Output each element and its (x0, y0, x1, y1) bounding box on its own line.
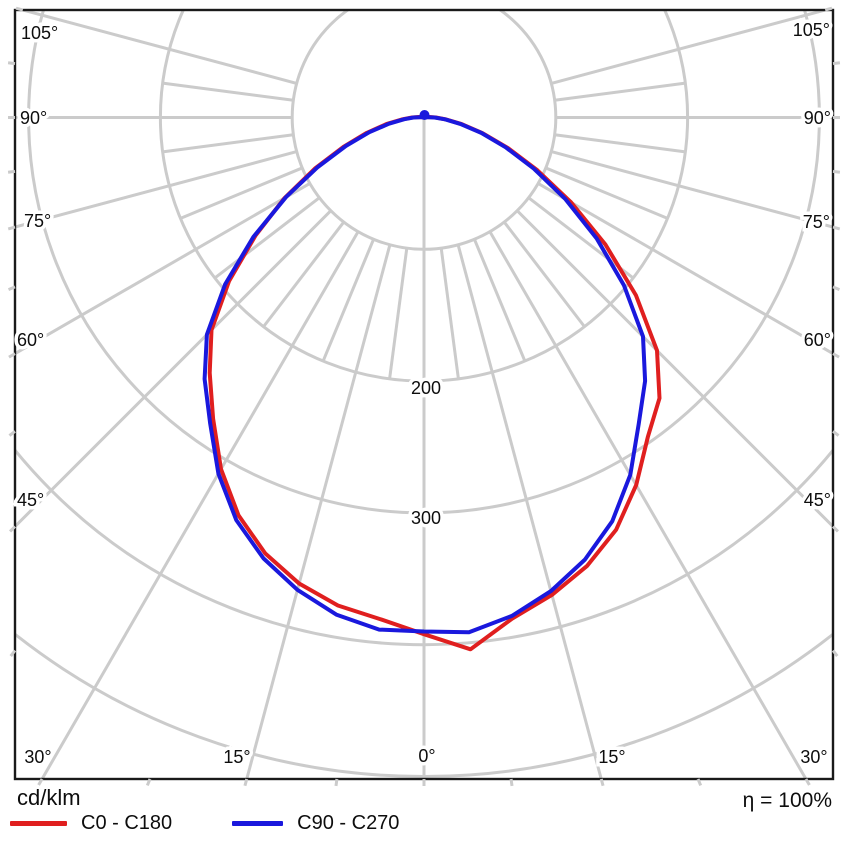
unit-label: cd/klm (17, 785, 81, 810)
ring-value-label: 300 (411, 508, 441, 528)
grid-spoke-minor (262, 221, 345, 328)
frame-tick (832, 285, 841, 291)
angle-label-bottom: 15° (598, 747, 625, 767)
frame-tick (804, 778, 811, 786)
grid-spoke-minor (162, 81, 294, 102)
frame-tick (509, 778, 514, 787)
grid-spoke-minor (545, 166, 669, 220)
grid-spoke-major (488, 230, 808, 779)
legend-label-c90-c270: C90 - C270 (297, 812, 400, 834)
frame-ticks (7, 6, 841, 787)
frame-tick (832, 352, 840, 359)
grid-spoke-major (40, 230, 360, 779)
angle-label-right: 90° (804, 108, 831, 128)
legend: C0 - C180 C90 - C270 (10, 812, 399, 835)
grid-spoke-minor (388, 247, 409, 380)
legend-label-c0-c180: C0 - C180 (81, 812, 173, 834)
grid-spoke-minor (439, 247, 460, 380)
legend-item-c90-c270: C90 - C270 (172, 812, 399, 835)
angle-label-bottom: 30° (800, 747, 827, 767)
frame-tick (9, 649, 17, 657)
legend-swatch-c90-c270 (232, 821, 284, 826)
angle-label-right: 60° (804, 330, 831, 350)
grid-spoke-major (15, 182, 311, 356)
frame-tick (15, 6, 24, 12)
frame-tick (824, 6, 833, 12)
grid-spoke-major (245, 244, 392, 779)
intensity-curves (202, 115, 662, 652)
frame-tick (8, 430, 16, 437)
angle-label-right: 45° (804, 490, 831, 510)
frame-tick (334, 778, 339, 787)
frame-tick (831, 649, 839, 657)
frame-tick (7, 169, 16, 174)
grid-spoke-minor (321, 238, 375, 362)
ring-value-label: 200 (411, 378, 441, 398)
curve-c90-c270 (202, 115, 648, 635)
angle-label-left: 45° (17, 490, 44, 510)
angle-label-left: 75° (24, 211, 51, 231)
center-marker (419, 110, 430, 120)
frame-tick (145, 778, 152, 787)
grid-spoke-minor (554, 81, 686, 102)
frame-tick (832, 169, 841, 174)
grid-spoke-minor (503, 221, 586, 328)
grid-spoke-major (456, 244, 603, 779)
grid-spoke-major (17, 10, 298, 85)
angle-label-left: 90° (20, 108, 47, 128)
frame-tick (8, 525, 17, 533)
angle-label-left: 60° (17, 330, 44, 350)
frame-tick (7, 285, 16, 291)
angle-label-left: 105° (21, 23, 58, 43)
frame-tick (7, 61, 16, 66)
frame-tick (599, 778, 605, 787)
legend-item-c0-c180: C0 - C180 (10, 812, 172, 835)
frame-tick (243, 778, 249, 787)
angle-label-bottom: 30° (24, 747, 51, 767)
frame-tick (832, 225, 841, 231)
grid-spoke-major (516, 209, 833, 529)
grid-spoke-major (15, 209, 332, 529)
angle-label-right: 105° (793, 20, 830, 40)
grid-spoke-minor (162, 133, 294, 154)
grid-spoke-major (550, 150, 833, 229)
grid-spoke-major (15, 150, 298, 229)
frame-tick (831, 525, 840, 533)
grid-spoke-major (550, 10, 831, 85)
frame-tick (8, 352, 16, 359)
frame-tick (7, 225, 16, 231)
frame-tick (37, 778, 44, 786)
grid-spoke-minor (554, 133, 686, 154)
grid-spoke-major (537, 182, 833, 356)
efficiency-label: η = 100% (742, 789, 832, 812)
legend-swatch-c0-c180 (10, 821, 67, 826)
grid-spoke-minor (179, 166, 303, 220)
angle-label-bottom: 15° (223, 747, 250, 767)
grid-spoke-minor (473, 238, 527, 362)
grid-spoke-minor (213, 196, 321, 280)
frame-tick (832, 61, 841, 66)
frame-tick (832, 430, 840, 437)
frame-tick (696, 778, 703, 787)
angle-label-right: 75° (803, 212, 830, 232)
angle-label-bottom: 0° (418, 746, 435, 766)
